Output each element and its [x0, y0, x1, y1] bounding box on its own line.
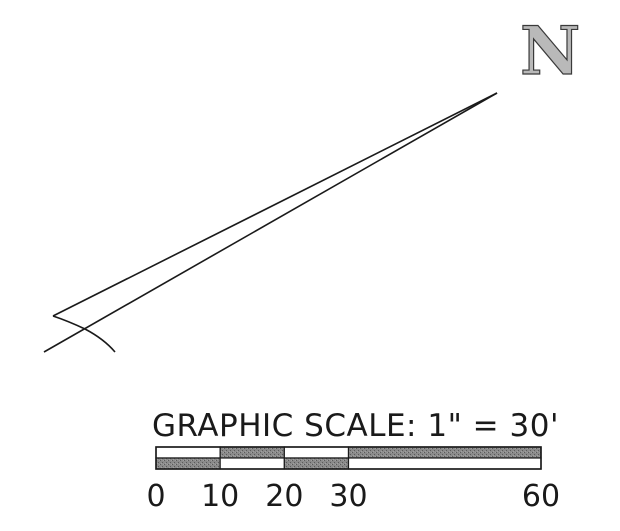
parcel-line-lower	[43, 92, 498, 353]
graphic-scale: GRAPHIC SCALE: 1" = 30' 0 10 20 30 60	[146, 408, 560, 514]
scale-segment-bottom-30-60	[347, 457, 542, 470]
scale-segment-bottom-0-10	[155, 457, 221, 470]
scale-segment-top-30-60	[347, 446, 542, 459]
parcel-curve-arc	[52, 315, 116, 353]
scale-segment-top-0-10	[155, 446, 221, 459]
scale-tick-label-30: 30	[329, 479, 367, 514]
scale-tick-label-20: 20	[265, 479, 303, 514]
graphic-scale-title: GRAPHIC SCALE: 1" = 30'	[152, 408, 559, 444]
scale-bar-outline	[155, 446, 542, 470]
scale-segment-bottom-10-20	[219, 457, 285, 470]
scale-tick-label-0: 0	[146, 479, 165, 514]
parcel-linework	[43, 92, 498, 353]
scale-tick-label-10: 10	[201, 479, 239, 514]
scale-segment-bottom-20-30	[283, 457, 350, 470]
scale-segment-top-20-30	[283, 446, 350, 459]
scale-tick-labels: 0 10 20 30 60	[146, 479, 560, 514]
north-arrow-letter: N	[520, 12, 580, 90]
scale-tick-label-60: 60	[522, 479, 560, 514]
scale-bar	[155, 446, 542, 470]
parcel-line-upper	[52, 92, 498, 317]
scale-segment-top-10-20	[219, 446, 285, 459]
